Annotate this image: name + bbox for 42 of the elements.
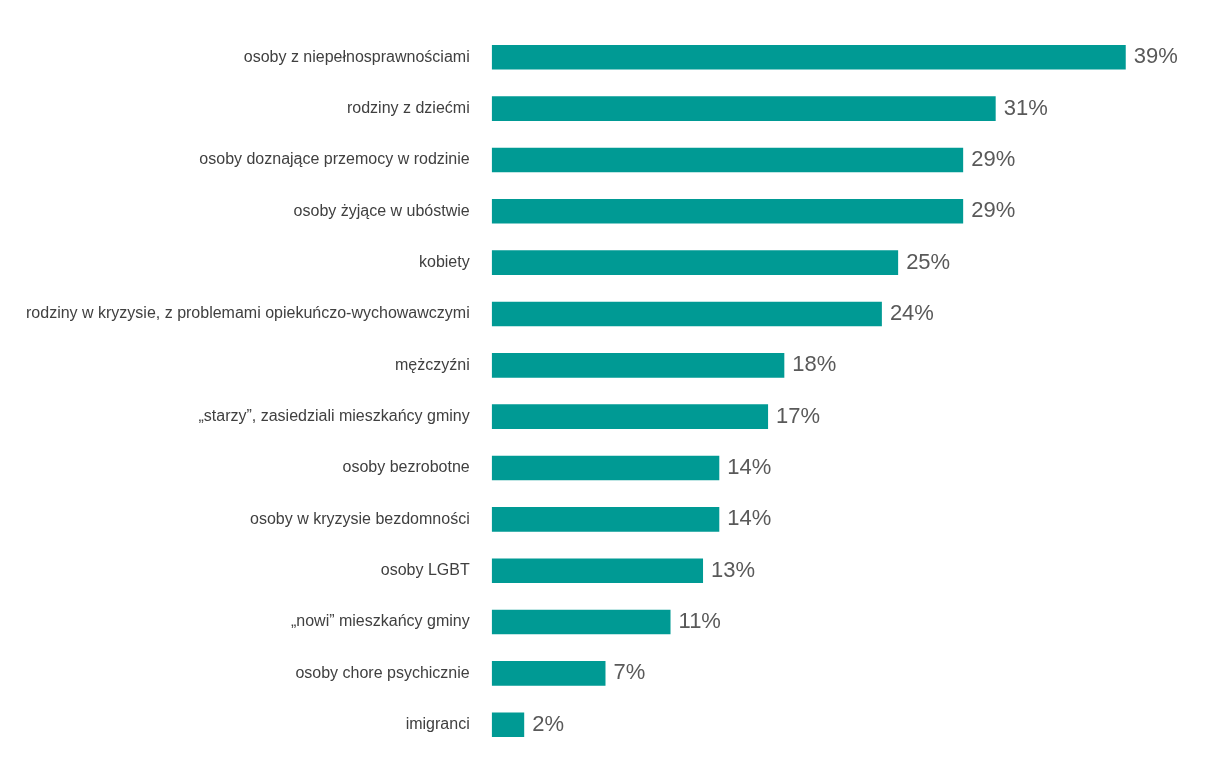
- bar: [491, 147, 964, 173]
- bar: [491, 507, 720, 532]
- bar: [491, 301, 882, 327]
- data-label: 13%: [711, 556, 756, 582]
- data-label: 14%: [727, 505, 772, 531]
- data-label: 31%: [1003, 94, 1048, 120]
- y-tick-label: mężczyźni: [395, 355, 470, 373]
- bar: [491, 404, 769, 429]
- bar: [491, 44, 1126, 70]
- data-label: 11%: [678, 608, 721, 634]
- data-label: 39%: [1133, 43, 1178, 69]
- bar: [491, 96, 996, 121]
- data-label: 25%: [906, 248, 951, 274]
- data-label: 29%: [971, 146, 1016, 172]
- y-tick-label: imigranci: [405, 715, 470, 733]
- bar: [491, 250, 899, 275]
- y-tick-label: kobiety: [418, 253, 470, 271]
- y-tick-label: osoby LGBT: [380, 561, 470, 579]
- y-tick-label: „nowi” mieszkańcy gminy: [290, 612, 470, 630]
- data-label: 29%: [971, 197, 1016, 223]
- bar: [491, 558, 704, 584]
- y-tick-label: osoby w kryzysie bezdomności: [250, 509, 470, 527]
- y-tick-label: osoby chore psychicznie: [295, 663, 470, 681]
- y-tick-label: rodziny w kryzysie, z problemami opiekuńczo-wychowawczymi: [26, 304, 470, 322]
- y-tick-label: osoby żyjące w ubóstwie: [293, 201, 470, 219]
- data-label: 7%: [613, 659, 646, 685]
- data-label: 18%: [792, 351, 837, 377]
- y-tick-label: rodziny z dziećmi: [346, 99, 470, 117]
- bar: [491, 353, 785, 378]
- y-tick-label: osoby bezrobotne: [342, 458, 470, 476]
- y-tick-label: osoby z niepełnosprawnościami: [243, 47, 470, 65]
- data-label: 2%: [532, 710, 564, 736]
- bar: [491, 661, 606, 686]
- y-tick-label: „starzy”, zasiedziali mieszkańcy gminy: [198, 407, 470, 425]
- data-label: 14%: [727, 454, 772, 480]
- bar: [491, 198, 964, 224]
- data-label: 17%: [776, 402, 821, 428]
- y-tick-label: osoby doznające przemocy w rodzinie: [199, 150, 470, 168]
- bar: [491, 712, 525, 738]
- data-label: 24%: [889, 300, 934, 326]
- bar: [491, 609, 671, 635]
- bar: [491, 455, 720, 481]
